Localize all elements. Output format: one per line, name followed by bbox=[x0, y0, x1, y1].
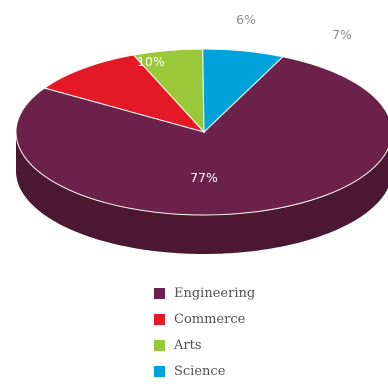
legend: Engineering Commerce Arts Science bbox=[154, 280, 255, 384]
legend-item-engineering: Engineering bbox=[154, 280, 255, 306]
legend-item-arts: Arts bbox=[154, 332, 255, 358]
pie-slice-commerce bbox=[43, 54, 206, 133]
data-label-arts: 6% bbox=[236, 12, 256, 27]
legend-swatch-engineering bbox=[154, 287, 165, 299]
legend-label-commerce: Commerce bbox=[174, 311, 246, 327]
legend-item-commerce: Commerce bbox=[154, 306, 255, 332]
pie-chart: 77% 10% 6% 7% bbox=[15, 12, 388, 254]
legend-item-science: Science bbox=[154, 358, 255, 384]
legend-swatch-arts bbox=[154, 339, 165, 351]
pie-slice-engineering bbox=[15, 56, 388, 216]
data-label-engineering: 77% bbox=[190, 170, 218, 185]
legend-label-engineering: Engineering bbox=[174, 285, 256, 301]
pie-side-engineering bbox=[16, 130, 388, 254]
legend-label-arts: Arts bbox=[174, 337, 202, 353]
data-label-science: 7% bbox=[332, 27, 352, 42]
legend-swatch-science bbox=[154, 365, 165, 377]
legend-label-science: Science bbox=[174, 363, 226, 379]
pie-slice-science bbox=[202, 48, 284, 134]
data-label-commerce: 10% bbox=[137, 54, 165, 69]
legend-swatch-commerce bbox=[154, 313, 165, 325]
